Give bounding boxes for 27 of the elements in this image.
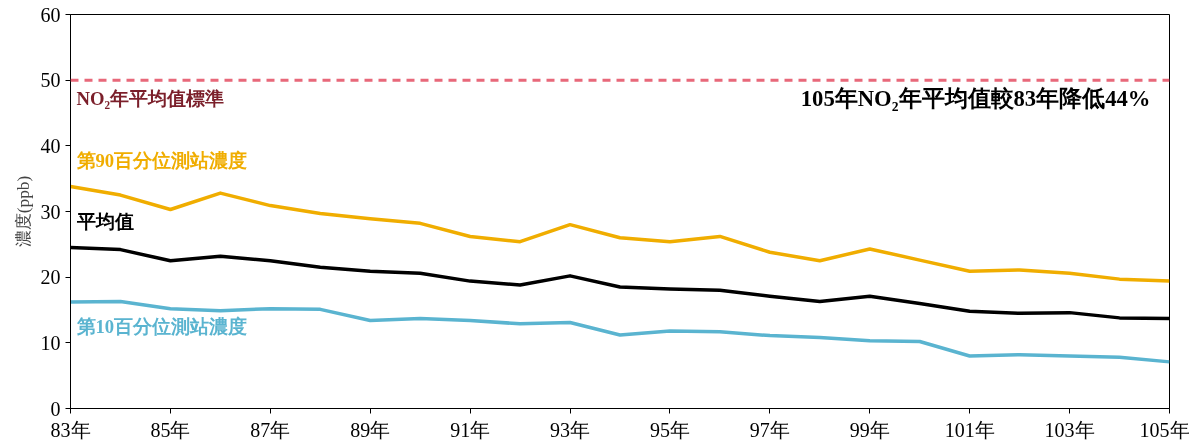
x-tick-label: 87年 xyxy=(250,418,291,441)
x-tick-label: 101年 xyxy=(944,418,995,441)
y-tick-label: 0 xyxy=(50,397,61,420)
line-series xyxy=(70,184,1170,283)
y-tick-label: 30 xyxy=(40,200,61,223)
x-tick-label: 103年 xyxy=(1044,418,1095,441)
x-tick-label: 95年 xyxy=(649,418,690,441)
y-tick-label: 50 xyxy=(40,69,61,92)
x-tick-label: 105年 xyxy=(1139,418,1189,441)
line-series xyxy=(70,299,1170,364)
x-tick-label: 93年 xyxy=(550,418,591,441)
annotation: 105年NO₂年平均值較83年降低44% xyxy=(800,86,1151,111)
x-tick-label: 89年 xyxy=(350,418,391,441)
y-tick-label: 60 xyxy=(40,3,61,26)
y-tick-label: 20 xyxy=(40,266,61,289)
x-tick-label: 99年 xyxy=(849,418,890,441)
x-tick-label: 83年 xyxy=(50,418,91,441)
x-tick-label: 91年 xyxy=(450,418,491,441)
x-tick-label: 97年 xyxy=(749,418,790,441)
series-label: 平均值 xyxy=(75,210,134,232)
y-tick-label: 40 xyxy=(40,134,61,157)
ref-line-label: NO₂年平均值標準 xyxy=(76,88,225,110)
y-axis-title: 濃度(ppb) xyxy=(13,175,33,248)
series-label: 第10百分位測站濃度 xyxy=(75,316,248,338)
y-tick-label: 10 xyxy=(40,331,61,354)
series-label: 第90百分位測站濃度 xyxy=(75,149,248,171)
x-tick-label: 85年 xyxy=(150,418,191,441)
